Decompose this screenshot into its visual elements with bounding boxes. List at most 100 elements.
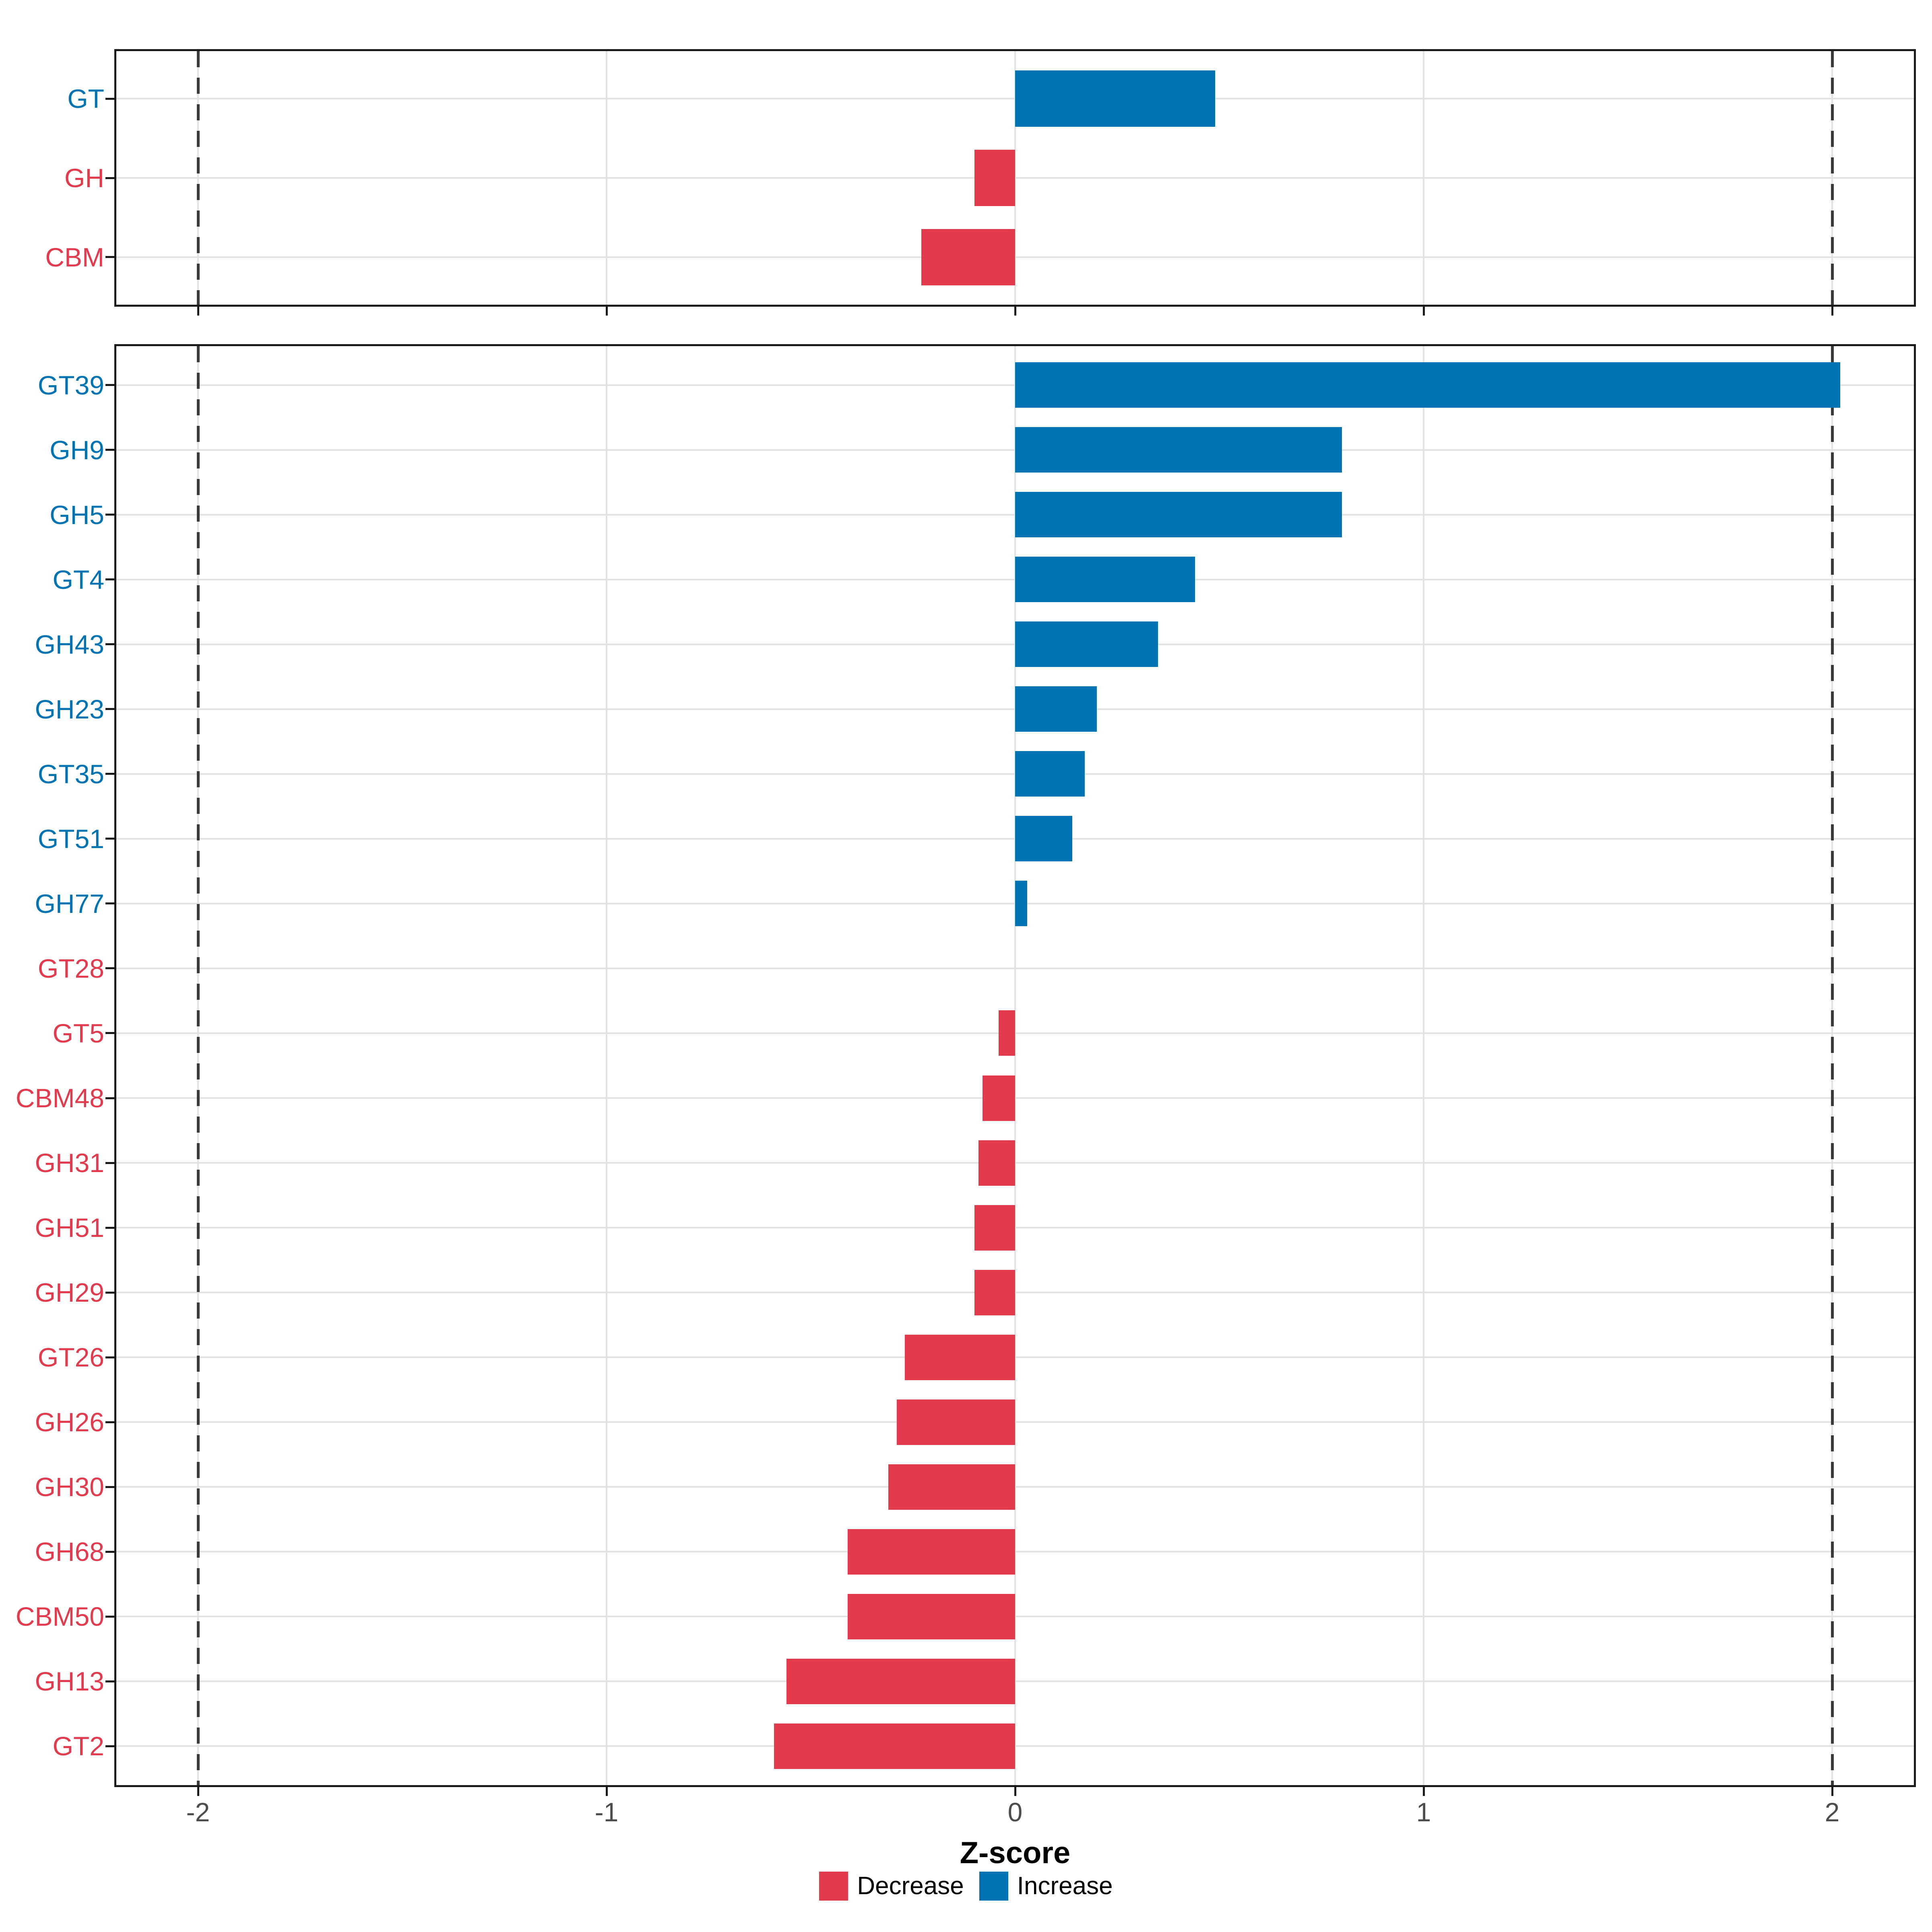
category-label-gh29: GH29	[35, 1278, 104, 1308]
y-axis-tick	[105, 967, 116, 970]
category-label-gh30: GH30	[35, 1472, 104, 1502]
bar-gt4	[1015, 557, 1195, 603]
category-label-gt26: GT26	[37, 1342, 104, 1373]
legend-item-increase: Increase	[979, 1872, 1113, 1901]
x-tick-label: 2	[1825, 1797, 1840, 1827]
category-label-gh13: GH13	[35, 1666, 104, 1697]
bar-gh13	[786, 1658, 1015, 1704]
y-axis-tick	[105, 708, 116, 710]
x-tick-label: -2	[186, 1797, 210, 1827]
y-axis-tick	[105, 449, 116, 451]
bar-gh23	[1015, 686, 1097, 732]
bar-gh51	[974, 1205, 1015, 1251]
category-label-gt28: GT28	[37, 953, 104, 983]
y-axis-tick	[105, 256, 116, 258]
y-gridline	[116, 1032, 1914, 1034]
legend-label: Increase	[1017, 1872, 1113, 1900]
y-gridline	[116, 1097, 1914, 1099]
y-gridline	[116, 1356, 1914, 1358]
y-gridline	[116, 967, 1914, 969]
category-label-gh23: GH23	[35, 694, 104, 724]
bar-cbm	[921, 229, 1015, 285]
bar-gh77	[1015, 881, 1028, 927]
bar-gt35	[1015, 751, 1085, 797]
category-label-cbm: CBM	[45, 242, 104, 272]
bar-gh5	[1015, 492, 1342, 538]
y-gridline	[116, 1680, 1914, 1682]
dashed-reference-line	[1831, 51, 1834, 305]
x-axis-tick	[1014, 1785, 1016, 1796]
y-axis-tick	[105, 1680, 116, 1682]
category-label-cbm50: CBM50	[15, 1602, 104, 1632]
y-gridline	[116, 1292, 1914, 1294]
category-label-gt51: GT51	[37, 824, 104, 854]
y-axis-tick	[105, 1097, 116, 1099]
category-label-gh51: GH51	[35, 1213, 104, 1243]
x-axis-tick	[1422, 305, 1425, 316]
x-axis-title: Z-score	[960, 1836, 1071, 1870]
category-label-gh31: GH31	[35, 1148, 104, 1178]
class-level-panel: GT GH CBM	[45, 49, 1916, 316]
y-axis-tick	[105, 1162, 116, 1164]
legend-key-decrease	[819, 1872, 848, 1901]
y-gridline	[116, 1616, 1914, 1618]
y-axis-tick	[105, 1550, 116, 1553]
x-gridline	[606, 346, 607, 1785]
x-axis-tick	[605, 1785, 608, 1796]
y-gridline	[116, 1551, 1914, 1553]
dashed-reference-line	[1831, 346, 1834, 1785]
legend: Decrease Increase	[0, 1872, 1932, 1901]
category-label-gh5: GH5	[50, 500, 104, 530]
category-label-gh: GH	[64, 163, 104, 193]
bar-gh30	[888, 1464, 1015, 1510]
bar-gh68	[847, 1529, 1015, 1575]
y-axis-tick	[105, 902, 116, 905]
y-axis-tick	[105, 773, 116, 775]
y-gridline	[116, 1227, 1914, 1229]
y-axis-tick	[105, 1421, 116, 1423]
x-tick-label: -1	[594, 1797, 619, 1827]
bar-cbm48	[982, 1075, 1015, 1121]
x-axis-tick	[197, 305, 199, 316]
y-axis-tick	[105, 1226, 116, 1229]
x-tick-label: 0	[1007, 1797, 1023, 1827]
y-axis-tick	[105, 177, 116, 179]
category-label-gt39: GT39	[37, 370, 104, 400]
category-label-gt4: GT4	[52, 564, 104, 594]
x-axis-tick	[1422, 1785, 1425, 1796]
category-label-gt: GT	[67, 84, 104, 114]
category-label-gh9: GH9	[50, 435, 104, 465]
bar-gt51	[1015, 816, 1073, 862]
x-axis-tick	[197, 1785, 199, 1796]
category-label-gh68: GH68	[35, 1537, 104, 1567]
bar-cbm50	[847, 1593, 1015, 1639]
x-axis-tick	[1831, 305, 1833, 316]
legend-key-increase	[979, 1872, 1008, 1901]
bar-gt	[1015, 70, 1216, 127]
y-axis-tick	[105, 643, 116, 646]
bar-gh29	[974, 1269, 1015, 1315]
category-label-gt5: GT5	[52, 1018, 104, 1048]
x-gridline	[1423, 346, 1424, 1785]
y-axis-tick	[105, 1032, 116, 1034]
x-axis-tick	[605, 305, 608, 316]
x-axis-tick	[1014, 305, 1016, 316]
bar-gh31	[978, 1140, 1015, 1186]
y-axis-tick	[105, 1356, 116, 1358]
y-gridline	[116, 1421, 1914, 1423]
x-axis-tick	[1831, 1785, 1833, 1796]
category-label-cbm48: CBM48	[15, 1083, 104, 1113]
y-axis-tick	[105, 514, 116, 516]
category-label-gt35: GT35	[37, 759, 104, 789]
bar-gt26	[904, 1334, 1015, 1380]
category-label-gh43: GH43	[35, 629, 104, 659]
bar-gh9	[1015, 427, 1342, 473]
category-label-gh77: GH77	[35, 888, 104, 919]
category-label-gt2: GT2	[52, 1731, 104, 1761]
y-gridline	[116, 1162, 1914, 1164]
y-axis-tick	[105, 838, 116, 840]
y-axis-tick	[105, 1291, 116, 1294]
x-gridline	[1014, 346, 1016, 1785]
y-axis-tick	[105, 1745, 116, 1747]
